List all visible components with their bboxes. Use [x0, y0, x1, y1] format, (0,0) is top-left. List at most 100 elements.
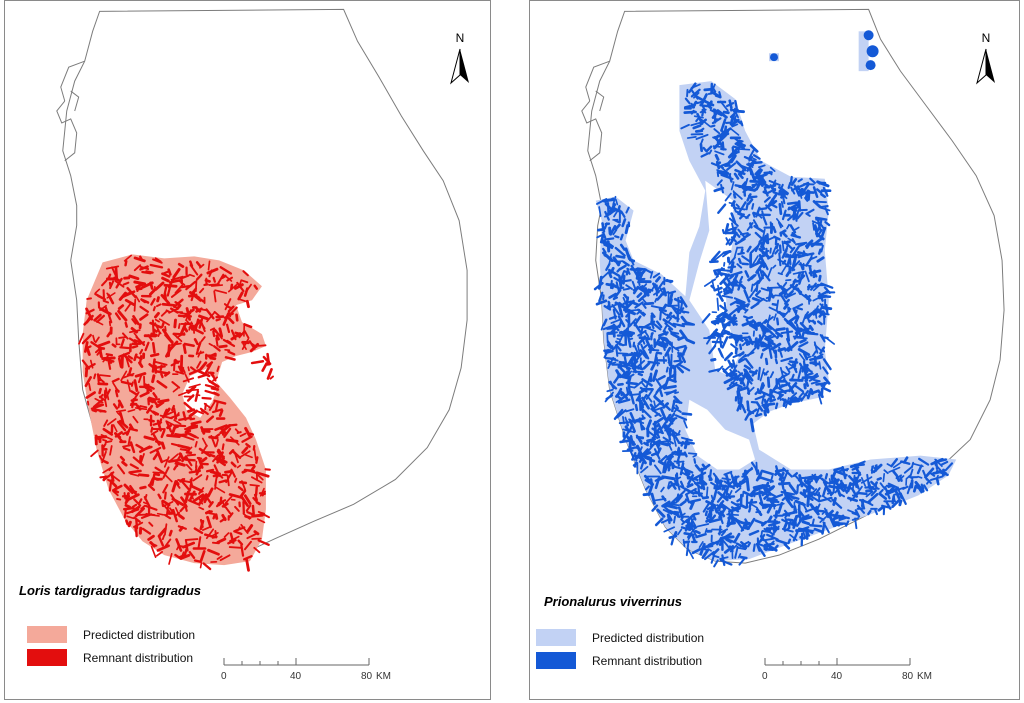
remnant-patch	[716, 179, 723, 186]
remnant-patch	[195, 342, 201, 356]
remnant-patch	[214, 401, 219, 412]
remnant-patch	[640, 283, 648, 291]
remnant-patch	[620, 364, 632, 370]
remnant-patch	[721, 484, 727, 491]
remnant-patch	[147, 484, 156, 492]
remnant-patch	[828, 478, 832, 484]
remnant-patch	[108, 281, 112, 288]
remnant-patch	[758, 253, 767, 267]
remnant-patch	[114, 389, 119, 398]
remnant-patch	[710, 481, 718, 487]
remnant-patch	[168, 529, 173, 537]
remnant-patch	[673, 395, 682, 404]
remnant-patch	[612, 323, 620, 332]
remnant-patch	[239, 432, 247, 437]
north-label: N	[981, 31, 991, 45]
remnant-patch	[99, 307, 112, 316]
remnant-patch	[222, 338, 236, 348]
remnant-patch	[788, 483, 798, 495]
remnant-patch	[751, 369, 758, 377]
remnant-patch	[204, 363, 212, 375]
remnant-patch	[655, 342, 664, 348]
remnant-patch	[793, 205, 800, 212]
remnant-patch	[215, 337, 219, 347]
remnant-patch	[199, 562, 203, 569]
remnant-patch	[767, 254, 774, 260]
remnant-patch	[898, 499, 903, 507]
remnant-patch	[781, 231, 788, 238]
remnant-patch	[631, 280, 637, 291]
remnant-patch	[606, 340, 613, 348]
remnant-patch	[238, 298, 247, 303]
remnant-patch	[139, 485, 147, 490]
remnant-patch	[701, 463, 711, 472]
remnant-patch	[736, 497, 743, 503]
remnant-patch	[808, 324, 814, 332]
remnant-patch	[213, 290, 217, 303]
remnant-patch	[745, 213, 751, 220]
remnant-patch	[763, 370, 769, 376]
remnant-patch	[817, 393, 823, 405]
remnant-patch	[729, 314, 736, 324]
remnant-patch	[818, 274, 822, 282]
remnant-patch	[693, 92, 700, 99]
remnant-patch	[619, 304, 626, 309]
remnant-patch	[813, 355, 818, 367]
remnant-patch	[854, 517, 858, 530]
remnant-patch	[234, 283, 244, 290]
remnant-patch	[136, 282, 142, 293]
remnant-patch	[653, 448, 661, 460]
remnant-patch	[227, 423, 238, 427]
remnant-patch	[92, 398, 105, 409]
remnant-patch	[619, 270, 625, 282]
remnant-patch	[812, 222, 815, 231]
remnant-patch	[920, 483, 925, 490]
remnant-patch	[216, 555, 223, 560]
remnant-patch	[769, 371, 775, 379]
remnant-patch	[179, 274, 190, 280]
remnant-patch	[787, 519, 792, 531]
remnant-patch	[781, 374, 786, 380]
remnant-patch	[791, 278, 797, 287]
remnant-patch	[746, 245, 752, 253]
remnant-patch	[227, 317, 235, 325]
remnant-patch	[101, 459, 109, 465]
remnant-patch	[775, 502, 785, 506]
remnant-patch	[720, 324, 728, 334]
remnant-patch	[750, 161, 763, 165]
remnant-patch	[180, 284, 192, 289]
remnant-patch	[606, 388, 614, 393]
north-arrow-icon	[450, 48, 469, 85]
remnant-patch	[771, 245, 777, 256]
remnant-patch	[714, 153, 720, 161]
remnant-patch	[654, 476, 662, 482]
remnant-patch	[805, 355, 812, 359]
remnant-patch	[816, 218, 822, 231]
remnant-patch	[730, 281, 743, 285]
remnant-patch	[154, 439, 164, 445]
remnant-patch	[711, 548, 720, 556]
remnant-patch	[883, 469, 889, 475]
remnant-patch	[115, 277, 123, 289]
remnant-patch	[229, 436, 240, 446]
remnant-patch	[172, 508, 178, 523]
remnant-patch	[789, 321, 800, 334]
remnant-patch	[729, 127, 740, 136]
remnant-patch	[733, 246, 739, 258]
remnant-patch	[255, 456, 259, 464]
remnant-patch	[614, 246, 626, 257]
remnant-patch	[702, 146, 708, 153]
remnant-patch	[629, 393, 641, 396]
remnant-patch	[678, 489, 686, 498]
remnant-patch	[672, 433, 677, 447]
remnant-patch	[745, 376, 752, 389]
remnant-patch	[162, 483, 169, 494]
remnant-patch	[160, 441, 166, 450]
remnant-patch	[672, 306, 686, 314]
remnant-patch	[636, 292, 643, 299]
remnant-patch	[207, 510, 213, 514]
remnant-patch	[816, 256, 825, 263]
remnant-patch	[193, 527, 204, 535]
remnant-patch	[127, 408, 136, 413]
remnant-patch	[761, 529, 770, 533]
